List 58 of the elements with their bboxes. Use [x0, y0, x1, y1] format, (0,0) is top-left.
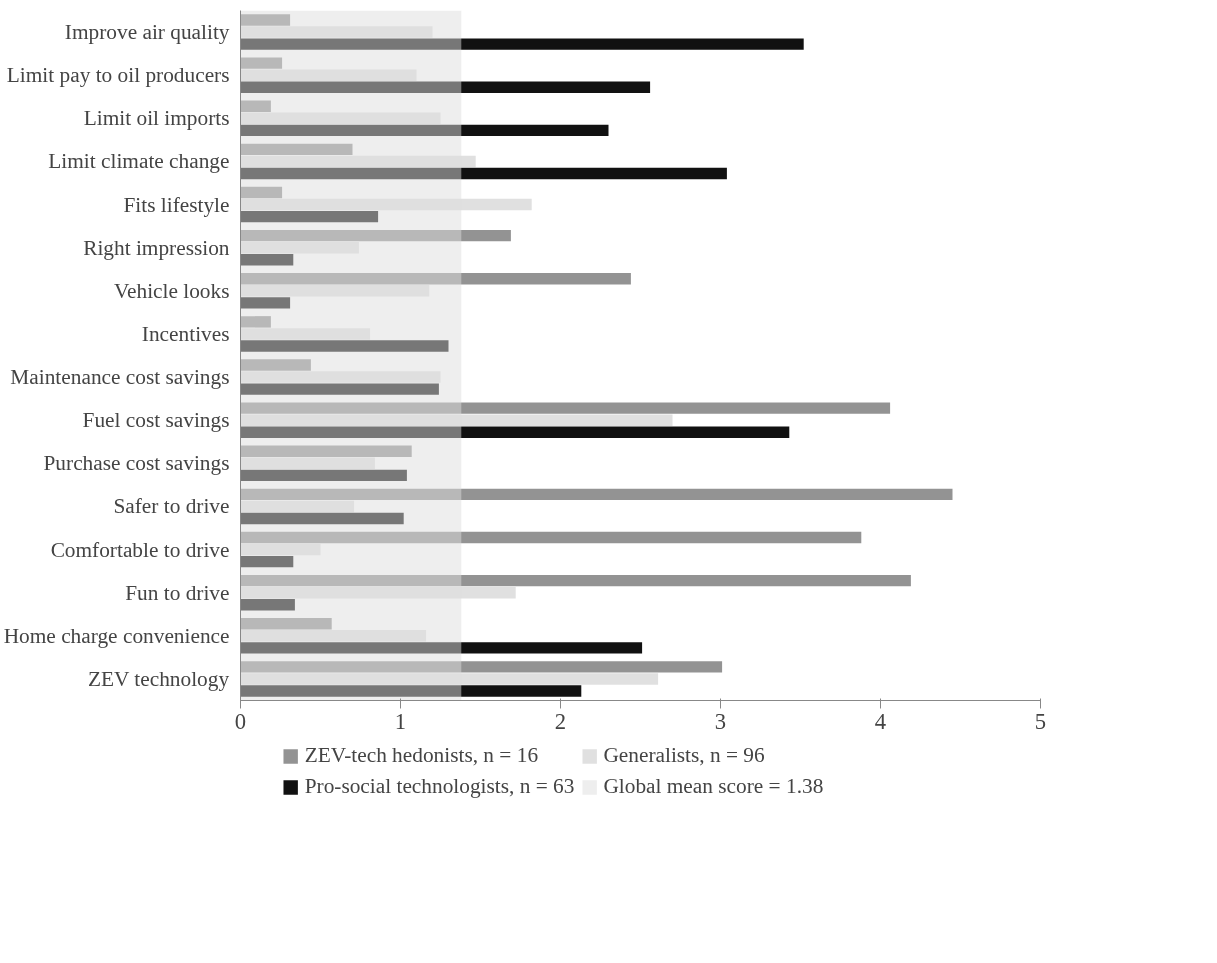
- legend-label: Pro-social technologists, n = 63: [304, 774, 575, 799]
- bar: [240, 38, 804, 50]
- y-tick-label: Limit climate change: [48, 149, 230, 174]
- x-tick-label: 5: [1034, 708, 1047, 734]
- y-tick-label: ZEV technology: [87, 666, 230, 691]
- bar: [240, 457, 375, 470]
- y-tick-label: Maintenance cost savings: [10, 365, 230, 390]
- x-tick-label: 1: [394, 708, 407, 734]
- bar: [240, 285, 430, 297]
- bar: [240, 642, 643, 654]
- x-tick-label: 0: [234, 708, 247, 734]
- y-tick-label: Incentives: [141, 321, 230, 346]
- bar: [240, 69, 417, 81]
- bar: [240, 112, 441, 125]
- bar: [240, 155, 476, 168]
- y-tick-label: Right impression: [83, 235, 230, 260]
- bar: [240, 254, 294, 266]
- bar: [240, 198, 532, 211]
- bar: [240, 340, 449, 352]
- x-tick-label: 4: [874, 708, 887, 734]
- bar: [240, 555, 294, 568]
- bar: [240, 26, 433, 38]
- y-tick-label: Vehicle looks: [114, 278, 230, 303]
- bar: [240, 124, 609, 137]
- y-tick-label: Fuel cost savings: [82, 408, 230, 433]
- bar: [240, 414, 673, 426]
- bar: [240, 512, 404, 525]
- bar: [240, 543, 321, 556]
- bar: [240, 297, 291, 309]
- bar: [240, 586, 516, 599]
- bar: [240, 81, 651, 93]
- y-tick-label: Purchase cost savings: [43, 451, 230, 476]
- bar: [240, 371, 441, 383]
- x-tick-label: 3: [714, 708, 727, 734]
- bar: [240, 500, 355, 513]
- y-tick-label: Improve air quality: [64, 20, 230, 45]
- legend-label: Generalists, n = 96: [603, 743, 765, 768]
- bar: [240, 210, 379, 223]
- y-tick-label: Limit oil imports: [83, 106, 230, 131]
- bar: [240, 685, 582, 697]
- bar: [240, 383, 439, 395]
- y-tick-label: Comfortable to drive: [50, 537, 230, 562]
- bar: [240, 673, 659, 685]
- y-tick-label: Limit pay to oil producers: [6, 63, 230, 88]
- bar: [240, 328, 371, 340]
- bar: [240, 599, 295, 611]
- y-tick-label: Safer to drive: [113, 494, 230, 519]
- x-tick-label: 2: [554, 708, 567, 734]
- bar: [240, 241, 359, 254]
- bar: [240, 469, 407, 482]
- y-tick-label: Home charge convenience: [3, 623, 230, 648]
- bar: [240, 630, 427, 642]
- legend-label: ZEV-tech hedonists, n = 16: [304, 743, 539, 768]
- bar: [240, 426, 790, 438]
- legend-label: Global mean score = 1.38: [603, 774, 824, 799]
- y-tick-label: Fun to drive: [125, 580, 230, 605]
- bar: [240, 167, 727, 180]
- y-tick-label: Fits lifestyle: [123, 192, 230, 217]
